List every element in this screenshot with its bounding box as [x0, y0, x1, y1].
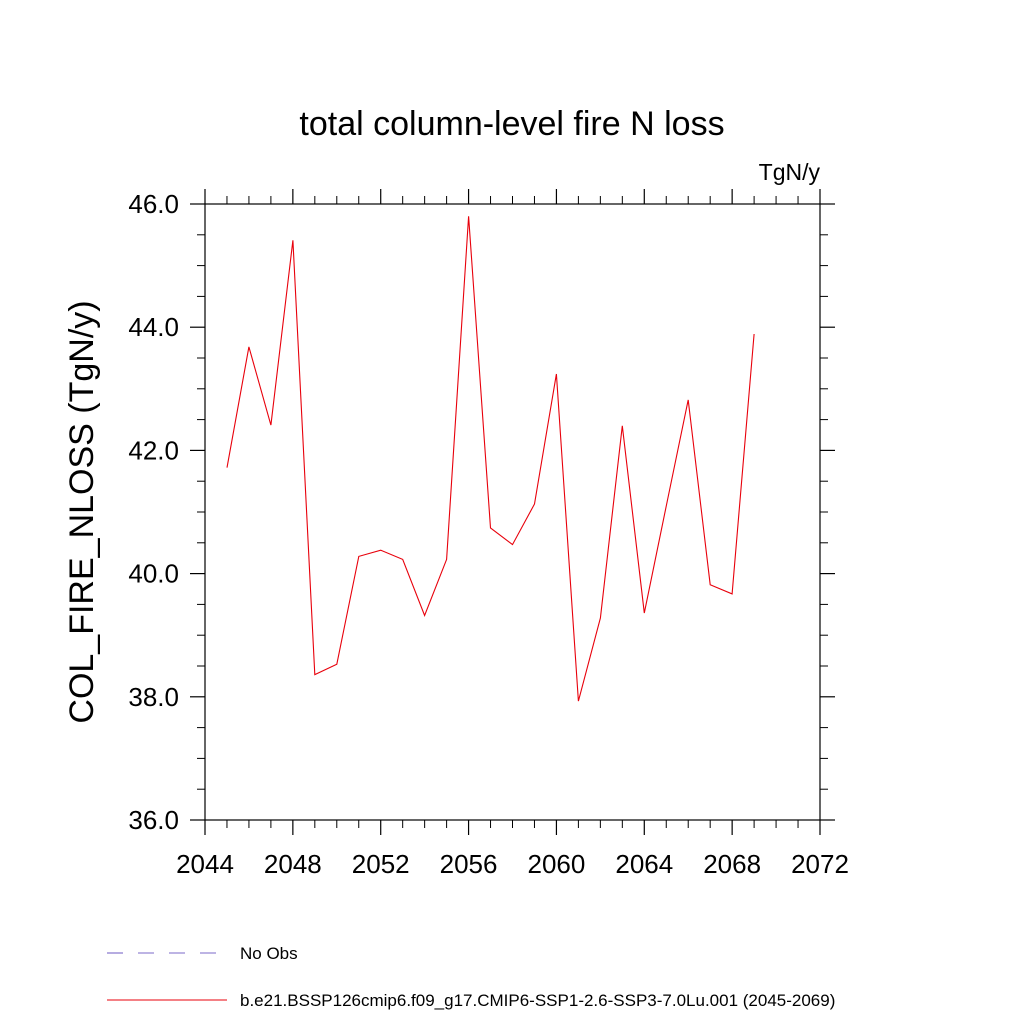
x-tick-label: 2064	[615, 849, 673, 879]
y-axis-label: COL_FIRE_NLOSS (TgN/y)	[63, 300, 101, 723]
x-tick-label: 2048	[264, 849, 322, 879]
y-tick-label: 42.0	[128, 435, 179, 465]
legend: No Obs b.e21.BSSP126cmip6.f09_g17.CMIP6-S…	[107, 944, 835, 1010]
axis-ticks: 2044 2048 2052 2056 2060 2064 2068 2072 36.0 38.0…	[128, 189, 849, 879]
x-tick-label: 2044	[176, 849, 234, 879]
legend-label: b.e21.BSSP126cmip6.f09_g17.CMIP6-SSP1-2.…	[240, 991, 835, 1010]
y-tick-label: 44.0	[128, 312, 179, 342]
y-tick-label: 40.0	[128, 559, 179, 589]
x-tick-label: 2060	[528, 849, 586, 879]
legend-label: No Obs	[240, 944, 298, 963]
y-tick-label: 38.0	[128, 682, 179, 712]
chart-title: total column-level fire N loss	[299, 105, 724, 143]
x-tick-label: 2052	[352, 849, 410, 879]
x-tick-label: 2072	[791, 849, 849, 879]
units-label: TgN/y	[759, 159, 821, 185]
x-tick-label: 2068	[703, 849, 761, 879]
x-tick-label: 2056	[440, 849, 498, 879]
y-tick-label: 36.0	[128, 805, 179, 835]
series-layer	[226, 216, 755, 702]
plot-frame	[204, 203, 821, 821]
y-tick-label: 46.0	[128, 189, 179, 219]
series-line	[226, 216, 755, 702]
